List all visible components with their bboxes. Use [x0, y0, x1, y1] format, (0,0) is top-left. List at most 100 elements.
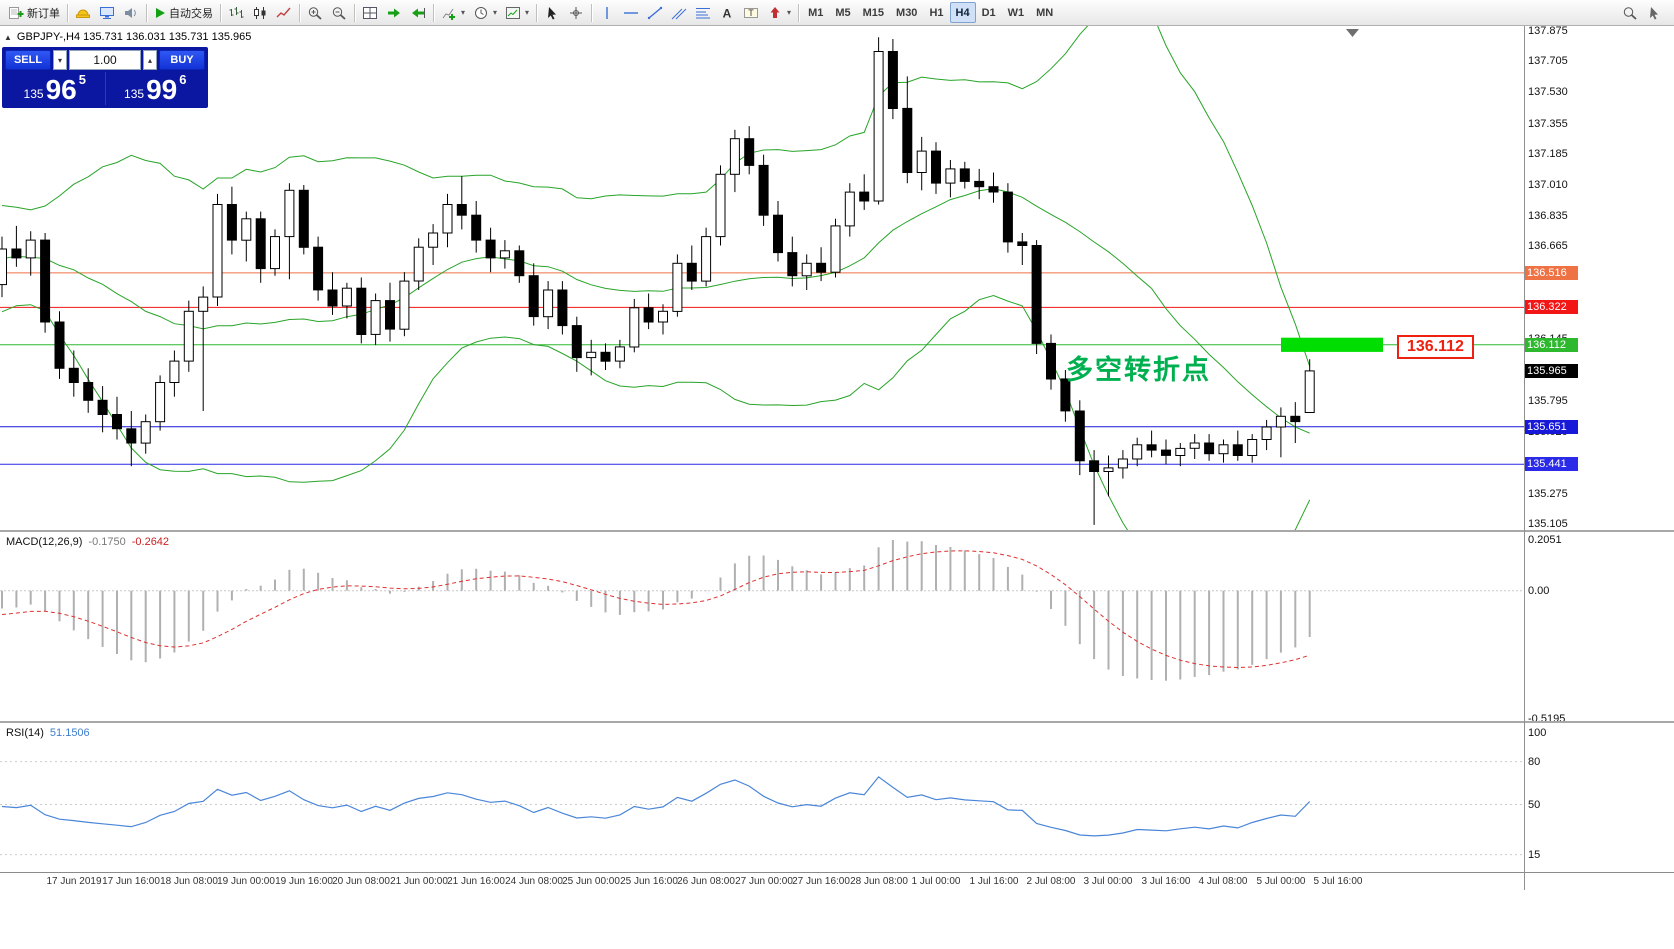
alerts-button[interactable]: [119, 2, 143, 23]
tf-mn-button[interactable]: MN: [1030, 2, 1059, 23]
tf-m1-button[interactable]: M1: [802, 2, 829, 23]
chart-shift-button[interactable]: [406, 2, 430, 23]
price-line-tag: 136.112: [1524, 338, 1578, 352]
price-tick-label: 136.665: [1528, 240, 1568, 252]
tf-h4-button[interactable]: H4: [949, 2, 976, 23]
indicators-button[interactable]: ▾: [437, 2, 469, 23]
chart-shift-marker-icon[interactable]: [1346, 29, 1359, 37]
candlestick-chart-button[interactable]: [248, 2, 272, 23]
rsi-panel[interactable]: [0, 723, 1524, 872]
buy-price-sup: 6: [179, 72, 187, 87]
equidistant-channel-button[interactable]: [667, 2, 691, 23]
templates-button[interactable]: ▾: [501, 2, 533, 23]
rsi-scale-label: 50: [1528, 799, 1541, 811]
autotrading-button[interactable]: 自动交易: [150, 2, 217, 23]
helmet-icon: [75, 6, 91, 20]
candles: [0, 37, 1315, 525]
data-pointer-button[interactable]: [1642, 2, 1666, 23]
time-axis-label: 17 Jun 16:00: [102, 876, 160, 887]
tf-d1-button[interactable]: D1: [976, 2, 1002, 23]
chart-canvas[interactable]: ▲ GBPJPY-,H4 135.731 136.031 135.731 135…: [0, 26, 1524, 530]
volume-down-button[interactable]: ▾: [53, 50, 67, 70]
trade-panel-top-row: SELL ▾ 1.00 ▴ BUY: [5, 50, 205, 70]
template-icon: [505, 6, 521, 20]
autotrading-label: 自动交易: [169, 7, 213, 20]
tf-h1-button[interactable]: H1: [923, 2, 949, 23]
periods-button[interactable]: ▾: [469, 2, 501, 23]
current-price-tag: 135.965: [1524, 364, 1578, 378]
rsi-line: [1, 776, 1311, 837]
trade-panel-prices: 135 96 5 135 99 6: [5, 72, 205, 105]
rsi-chart-svg: [0, 761, 1524, 856]
tf-w1-button[interactable]: W1: [1002, 2, 1031, 23]
panel-separator[interactable]: [0, 530, 1674, 532]
time-axis-label: 5 Jul 00:00: [1256, 876, 1306, 887]
crosshair-button[interactable]: [564, 2, 588, 23]
profiles-button[interactable]: [95, 2, 119, 23]
price-tick-label: 136.835: [1528, 210, 1568, 222]
zoom-out-icon: [331, 6, 347, 20]
toolbar-separator: [591, 3, 593, 22]
search-button[interactable]: [1618, 2, 1642, 23]
arrow-shape-icon: [767, 6, 783, 20]
time-axis-label: 26 Jun 08:00: [677, 876, 735, 887]
buy-price[interactable]: 135 99 6: [106, 72, 206, 105]
tf-h1-label: H1: [929, 6, 944, 19]
price-tick-label: 137.010: [1528, 179, 1568, 191]
sell-price-sup: 5: [78, 72, 86, 87]
arrows-button[interactable]: ▾: [763, 2, 795, 23]
time-axis-label: 3 Jul 00:00: [1083, 876, 1133, 887]
trendline-button[interactable]: [643, 2, 667, 23]
panel-separator[interactable]: [0, 721, 1674, 723]
volume-input[interactable]: 1.00: [69, 50, 141, 70]
symbol-ohlc-text: GBPJPY-,H4 135.731 136.031 135.731 135.9…: [16, 31, 252, 43]
sell-price[interactable]: 135 96 5: [5, 72, 105, 105]
time-axis-label: 4 Jul 08:00: [1198, 876, 1248, 887]
tf-m5-button[interactable]: M5: [829, 2, 856, 23]
bar-chart-button[interactable]: [224, 2, 248, 23]
speaker-icon: [123, 6, 139, 20]
text-label-button[interactable]: T: [739, 2, 763, 23]
price-scale[interactable]: 137.875 137.705 137.530 137.355 137.185 137.0…: [1524, 25, 1674, 530]
rsi-scale-label: 100: [1528, 727, 1547, 739]
text-button[interactable]: A: [715, 2, 739, 23]
highlight-rect-annotation[interactable]: [1281, 337, 1383, 352]
price-tick-label: 135.105: [1528, 518, 1568, 530]
toolbar-separator: [536, 3, 538, 22]
toolbar-separator: [67, 3, 68, 22]
vertical-line-button[interactable]: [595, 2, 619, 23]
toolbar-separator: [354, 3, 355, 22]
price-chart-svg[interactable]: [0, 26, 1524, 530]
time-axis-label: 28 Jun 08:00: [850, 876, 908, 887]
zoom-out-button[interactable]: [327, 2, 351, 23]
time-axis-label: 24 Jun 08:00: [505, 876, 563, 887]
fibonacci-button[interactable]: [691, 2, 715, 23]
new-order-button[interactable]: 新订单: [4, 2, 64, 23]
price-callout-label[interactable]: 136.112: [1397, 334, 1474, 359]
toolbar-right-group: [1618, 2, 1670, 23]
time-axis[interactable]: 17 Jun 2019 17 Jun 16:00 18 Jun 08:00 19 Ju…: [0, 873, 1674, 893]
shift-left-icon: [410, 6, 426, 20]
turning-point-annotation[interactable]: 多空转折点: [1066, 354, 1211, 385]
tile-windows-button[interactable]: [358, 2, 382, 23]
tf-h4-label: H4: [955, 6, 970, 19]
horizontal-line-button[interactable]: [619, 2, 643, 23]
zoom-in-button[interactable]: [303, 2, 327, 23]
tf-m15-button[interactable]: M15: [857, 2, 890, 23]
caret-down-icon: ▾: [461, 8, 466, 17]
sell-button[interactable]: SELL: [5, 50, 51, 70]
buy-button[interactable]: BUY: [159, 50, 205, 70]
expert-advisors-button[interactable]: [71, 2, 95, 23]
macd-main-value: -0.1750: [88, 536, 126, 548]
tf-m30-button[interactable]: M30: [890, 2, 923, 23]
macd-panel[interactable]: [0, 532, 1524, 721]
cursor-button[interactable]: [540, 2, 564, 23]
time-axis-label: 20 Jun 08:00: [332, 876, 390, 887]
crosshair-icon: [568, 6, 584, 20]
auto-scroll-button[interactable]: [382, 2, 406, 23]
macd-signal-line: [1, 550, 1310, 669]
letter-a-icon: A: [719, 6, 735, 20]
line-chart-button[interactable]: [272, 2, 296, 23]
volume-up-button[interactable]: ▴: [143, 50, 157, 70]
oneclick-toggle-icon[interactable]: ▲: [4, 32, 12, 42]
